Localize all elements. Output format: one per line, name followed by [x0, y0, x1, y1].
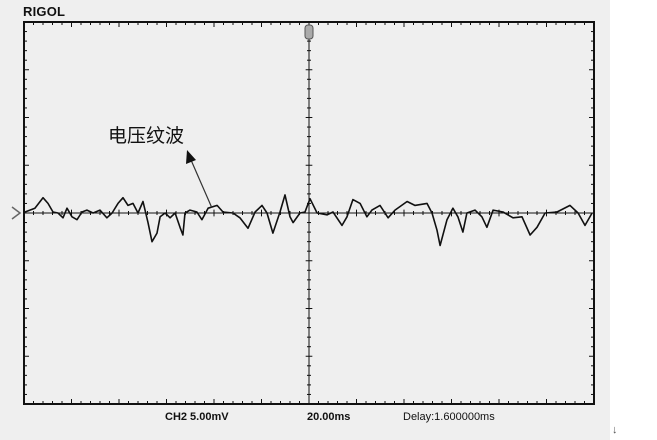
- delay-readout: Delay:1.600000ms: [403, 411, 495, 423]
- annotation-arrow-line: [190, 159, 213, 208]
- annotation-label: 电压纹波: [108, 125, 185, 147]
- brand-logo: RIGOL: [23, 4, 66, 19]
- arrow-mark: ↓: [612, 424, 618, 436]
- annotation-arrowhead-icon: [186, 150, 196, 164]
- waveform-plot: [11, 21, 595, 405]
- timebase: 20.00ms: [307, 411, 351, 423]
- trigger-position-icon: [304, 24, 314, 40]
- channel-scale: CH2 5.00mV: [165, 411, 229, 423]
- oscilloscope-screen: RIGOL 电压纹波 CH2 5.00mV 20.00ms Delay:1.60…: [0, 0, 610, 440]
- waveform-trace: [24, 194, 593, 247]
- channel-ground-marker-icon: [11, 206, 22, 220]
